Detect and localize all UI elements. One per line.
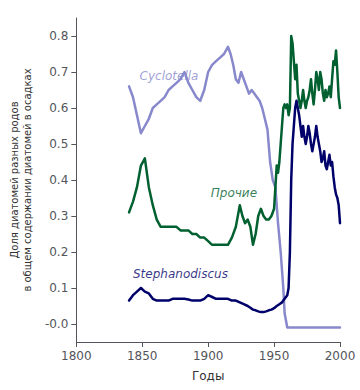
svg-text:-0.0: -0.0 xyxy=(45,317,68,331)
svg-text:1950: 1950 xyxy=(259,349,290,363)
svg-text:Прочие: Прочие xyxy=(211,186,257,200)
svg-text:0.2: 0.2 xyxy=(49,245,68,259)
svg-text:Cyclotella: Cyclotella xyxy=(140,69,199,83)
svg-text:2000: 2000 xyxy=(325,349,356,363)
svg-text:0.7: 0.7 xyxy=(49,65,68,79)
svg-text:в общем содержании диатомей в: в общем содержании диатомей в осадках xyxy=(22,68,33,291)
svg-text:0.4: 0.4 xyxy=(49,173,68,187)
svg-text:Доля диатомей разных родов: Доля диатомей разных родов xyxy=(9,101,20,258)
svg-text:0.1: 0.1 xyxy=(49,281,68,295)
svg-text:1850: 1850 xyxy=(127,349,158,363)
svg-text:0.5: 0.5 xyxy=(49,137,68,151)
svg-text:1900: 1900 xyxy=(193,349,224,363)
svg-text:0.6: 0.6 xyxy=(49,101,68,115)
svg-text:1800: 1800 xyxy=(61,349,92,363)
svg-text:Stephanodiscus: Stephanodiscus xyxy=(133,267,228,281)
svg-text:0.3: 0.3 xyxy=(49,209,68,223)
svg-text:0.8: 0.8 xyxy=(49,29,68,43)
svg-text:Годы: Годы xyxy=(192,369,224,383)
